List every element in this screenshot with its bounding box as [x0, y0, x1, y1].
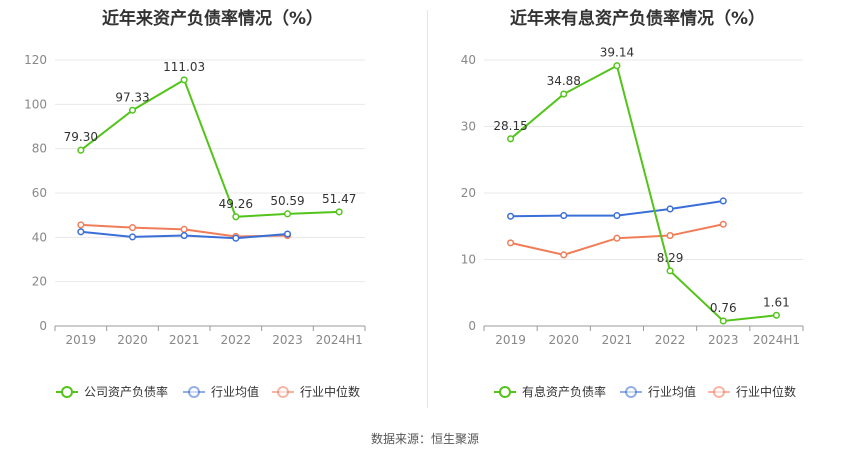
data-label: 49.26 — [219, 197, 253, 211]
data-point — [128, 106, 137, 114]
data-label: 50.59 — [270, 194, 304, 208]
data-label: 8.29 — [657, 251, 684, 265]
data-point — [335, 208, 343, 216]
data-label: 1.61 — [763, 295, 790, 309]
data-label: 51.47 — [322, 192, 356, 206]
data-label: 0.76 — [710, 301, 737, 315]
data-point — [613, 212, 621, 220]
data-point — [283, 230, 292, 238]
data-point — [180, 76, 188, 84]
data-point — [719, 220, 727, 228]
data-point — [772, 311, 780, 319]
y-tick-label: 30 — [461, 120, 476, 134]
legend-label: 行业中位数 — [736, 384, 796, 399]
left-chart-panel: 近年来资产负债率情况（%） 0 20 40 60 80 100 120 2019 2020 202… — [0, 0, 425, 420]
data-point — [560, 90, 568, 98]
data-label: 39.14 — [600, 46, 634, 60]
data-point — [232, 234, 240, 242]
y-tick-label: 0 — [39, 319, 47, 333]
x-tick-label: 2023 — [708, 333, 739, 347]
data-label: 79.30 — [64, 130, 98, 144]
data-label: 111.03 — [163, 60, 205, 74]
x-tick-label: 2021 — [169, 333, 200, 347]
data-point — [507, 239, 515, 247]
y-tick-label: 80 — [32, 142, 47, 156]
data-point — [283, 210, 292, 218]
data-point — [507, 212, 515, 220]
y-tick-label: 120 — [24, 53, 47, 67]
data-source-label: 数据来源：恒生聚源 — [370, 432, 479, 446]
data-point — [613, 62, 621, 70]
legend-label: 行业均值 — [211, 384, 259, 399]
x-tick-label: 2020 — [548, 333, 579, 347]
data-point — [560, 251, 568, 259]
x-tick-label: 2022 — [655, 333, 686, 347]
legend-marker — [625, 386, 637, 398]
left-chart-title: 近年来资产负债率情况（%） — [101, 9, 324, 29]
data-point — [77, 228, 85, 236]
right-chart-svg: 0 10 20 30 40 2019 2020 2021 2022 2023 2024H1 28.15… — [461, 46, 804, 399]
x-tick-label: 2023 — [272, 333, 303, 347]
series-line — [509, 64, 777, 322]
y-tick-label: 40 — [461, 53, 476, 67]
data-point — [719, 317, 727, 325]
y-tick-label: 20 — [32, 275, 47, 289]
data-label: 34.88 — [547, 74, 581, 88]
data-point — [666, 205, 674, 213]
series-line — [80, 78, 340, 218]
y-tick-label: 60 — [32, 186, 47, 200]
y-tick-label: 40 — [32, 230, 47, 244]
data-label: 28.15 — [493, 119, 527, 133]
data-point — [77, 221, 85, 229]
x-tick-label: 2024H1 — [316, 333, 363, 347]
x-tick-label: 2019 — [495, 333, 526, 347]
right-chart-title: 近年来有息资产负债率情况（%） — [509, 9, 766, 29]
data-point — [180, 225, 188, 233]
data-point — [666, 267, 674, 275]
legend-marker — [188, 386, 200, 398]
legend-marker — [61, 386, 73, 398]
x-tick-label: 2019 — [66, 333, 97, 347]
y-tick-label: 10 — [461, 253, 476, 267]
legend-marker — [499, 386, 511, 398]
left-chart-svg: 0 20 40 60 80 100 120 2019 2020 2021 2022 2023 2024H… — [24, 53, 366, 399]
y-tick-label: 20 — [461, 186, 476, 200]
y-tick-label: 0 — [468, 319, 476, 333]
x-tick-label: 2024H1 — [753, 333, 800, 347]
data-point — [180, 232, 188, 240]
x-tick-label: 2020 — [117, 333, 148, 347]
legend-marker — [277, 386, 289, 398]
right-chart-panel: 近年来有息资产负债率情况（%） 0 10 20 30 40 2019 2020 2021 202… — [425, 0, 850, 420]
data-point — [128, 224, 137, 232]
data-point — [613, 234, 621, 242]
data-point — [560, 212, 568, 220]
legend-label: 公司资产负债率 — [84, 384, 168, 399]
data-point — [232, 213, 240, 221]
data-point — [77, 146, 85, 154]
legend-label: 行业中位数 — [300, 384, 360, 399]
x-tick-label: 2022 — [221, 333, 252, 347]
x-tick-label: 2021 — [602, 333, 633, 347]
data-point — [666, 232, 674, 240]
data-point — [719, 197, 727, 205]
data-point — [128, 233, 137, 241]
legend-label: 行业均值 — [648, 384, 696, 399]
panel-divider — [427, 10, 428, 408]
data-point — [507, 135, 515, 143]
legend-marker — [713, 386, 725, 398]
legend-label: 有息资产负债率 — [522, 384, 606, 399]
y-tick-label: 100 — [24, 97, 47, 111]
data-label: 97.33 — [115, 90, 149, 104]
